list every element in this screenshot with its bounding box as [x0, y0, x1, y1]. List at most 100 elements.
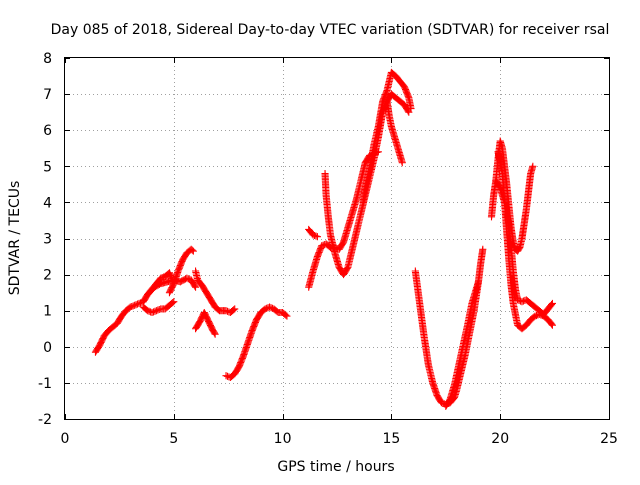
- x-tick-label: 15: [382, 431, 400, 447]
- data-point: [98, 337, 106, 345]
- series-track-11: [359, 68, 415, 206]
- data-point: [343, 265, 351, 273]
- series-track-5: [192, 267, 239, 317]
- x-tick-label: 20: [491, 431, 509, 447]
- data-point: [196, 317, 204, 326]
- series-track-6: [192, 308, 219, 338]
- data-point: [398, 159, 406, 167]
- series-track-17: [494, 148, 556, 333]
- data-point: [313, 233, 321, 241]
- data-point: [197, 315, 205, 323]
- data-point: [96, 341, 104, 349]
- grid-lines: [65, 58, 609, 419]
- data-point: [169, 299, 177, 307]
- x-tick-label: 5: [169, 431, 178, 447]
- data-point: [474, 278, 482, 286]
- data-point: [207, 323, 215, 331]
- series-track-4: [165, 245, 197, 297]
- data-point: [206, 320, 214, 328]
- data-point: [479, 245, 487, 253]
- data-point: [205, 317, 213, 326]
- x-axis-title: GPS time / hours: [277, 459, 394, 475]
- data-point: [178, 277, 186, 285]
- series-track-2: [139, 298, 178, 317]
- data-point: [548, 301, 556, 309]
- y-tick-label: 6: [43, 123, 52, 139]
- data-point: [168, 283, 176, 292]
- series-track-8: [305, 225, 321, 241]
- data-point: [167, 286, 175, 294]
- data-point: [192, 283, 200, 291]
- data-point: [201, 311, 210, 319]
- y-tick-label: 2: [43, 268, 52, 284]
- chart-title: Day 085 of 2018, Sidereal Day-to-day VTE…: [51, 22, 610, 38]
- data-point: [548, 320, 556, 328]
- plot-frame: [64, 57, 610, 420]
- tick-labels: 0 5 10 15 20 25 -2 -1 0 1 2 3 4 5 6 7 8: [38, 51, 618, 447]
- data-point: [189, 247, 197, 255]
- data-point: [166, 287, 174, 295]
- data-point: [196, 316, 205, 324]
- data-point: [210, 329, 218, 337]
- data-point: [97, 338, 105, 346]
- data-point: [151, 282, 160, 291]
- x-tick-label: 25: [600, 431, 618, 447]
- data-point: [208, 324, 216, 332]
- y-tick-label: 0: [43, 340, 52, 356]
- data-point: [231, 305, 239, 313]
- data-point: [179, 276, 187, 284]
- data-point: [548, 299, 556, 308]
- data-point: [445, 396, 453, 404]
- series-track-1: [91, 269, 176, 356]
- data-point: [154, 281, 162, 289]
- data-point: [230, 306, 238, 314]
- y-tick-label: -1: [38, 376, 52, 392]
- data-point: [211, 330, 219, 338]
- data-point: [529, 162, 537, 170]
- data-points: [91, 68, 556, 410]
- data-point: [169, 282, 177, 290]
- data-point: [203, 314, 211, 322]
- data-point: [204, 316, 212, 324]
- data-point: [407, 104, 415, 113]
- y-axis-title: SDTVAR / TECUs: [7, 181, 23, 296]
- x-tick-label: 10: [274, 431, 292, 447]
- data-point: [205, 319, 213, 327]
- x-tick-label: 0: [61, 431, 70, 447]
- data-point: [165, 289, 173, 297]
- data-point: [170, 298, 178, 306]
- series-track-15: [487, 137, 537, 255]
- data-point: [99, 334, 107, 343]
- data-point: [283, 312, 291, 320]
- data-point: [150, 283, 158, 291]
- data-point: [339, 239, 347, 247]
- y-tick-label: 4: [43, 195, 52, 211]
- series-track-7: [222, 303, 291, 382]
- data-point: [176, 278, 184, 286]
- data-point: [169, 281, 177, 289]
- data-point: [188, 246, 196, 254]
- y-tick-label: 8: [43, 51, 52, 67]
- data-point: [282, 311, 290, 319]
- data-point: [191, 282, 199, 290]
- y-tick-label: 1: [43, 304, 52, 320]
- series-track-12: [383, 97, 406, 167]
- data-point: [515, 245, 523, 253]
- y-tick-label: 3: [43, 232, 52, 248]
- data-point: [202, 312, 210, 320]
- data-point: [206, 321, 215, 329]
- data-point: [155, 280, 163, 288]
- data-point: [234, 364, 242, 372]
- y-tick-label: 5: [43, 159, 52, 175]
- data-point: [98, 336, 106, 344]
- data-point: [153, 282, 161, 290]
- series-track-14: [442, 278, 482, 410]
- data-point: [548, 321, 556, 329]
- data-point: [200, 308, 208, 317]
- data-point: [201, 310, 209, 318]
- data-point: [203, 315, 211, 323]
- data-point: [96, 340, 104, 348]
